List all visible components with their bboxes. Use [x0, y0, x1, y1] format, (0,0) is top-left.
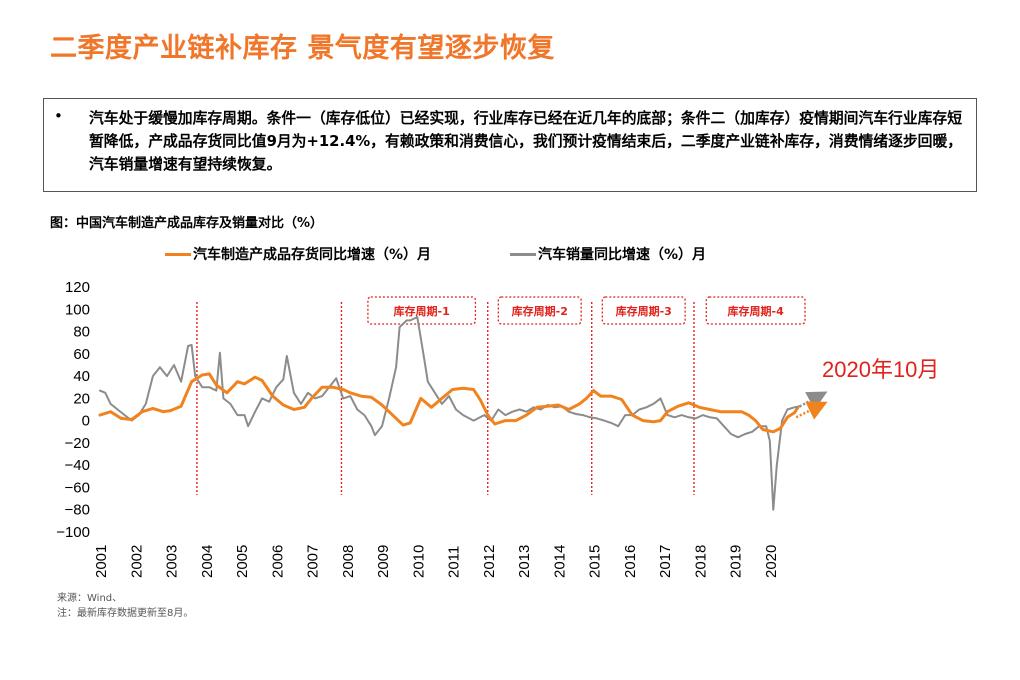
x-tick-label: 2014 [551, 545, 568, 578]
trend-arrow-inventory [795, 401, 828, 420]
line-chart: −100 −80 −60 −40 −20 0 20 40 60 80 100 120 2001 2002 2… [56, 279, 828, 578]
chart-caption: 图：中国汽车制造产成品库存及销量对比（%） [50, 216, 324, 231]
y-tick-label: 120 [65, 279, 90, 296]
legend-item-inventory: 汽车制造产成品存货同比增速（%）月 [165, 244, 431, 264]
footnote: 注：最新库存数据更新至8月。 [57, 608, 194, 619]
page-title: 二季度产业链补库存 景气度有望逐步恢复 [50, 33, 555, 64]
cycle-box [705, 296, 806, 325]
legend-item-sales: 汽车销量同比增速（%）月 [510, 244, 706, 264]
x-tick-label: 2011 [446, 546, 463, 578]
x-tick-label: 2015 [587, 545, 604, 578]
x-tick-label: 2017 [657, 545, 674, 578]
series-line-inventory [98, 372, 800, 434]
summary-box: • 汽车处于缓慢加库存周期。条件一（库存低位）已经实现，行业库存已经在近几年的底… [43, 98, 977, 192]
trend-arrow-sales [795, 391, 828, 410]
legend-swatch-sales [510, 252, 536, 256]
x-tick-label: 2003 [164, 545, 181, 578]
x-tick-label: 2013 [516, 545, 533, 578]
cycle-box [601, 296, 686, 325]
date-annotation: 2020年10月 [822, 357, 940, 382]
cycle-box-label: 库存周期-1 [394, 304, 450, 318]
summary-bullet: • [54, 107, 63, 125]
cycle-box [497, 296, 582, 325]
summary-text: 汽车处于缓慢加库存周期。条件一（库存低位）已经实现，行业库存已经在近几年的底部；… [89, 110, 963, 173]
legend-label-sales: 汽车销量同比增速（%）月 [538, 247, 707, 263]
notes: 来源：Wind、 注：最新库存数据更新至8月。 [57, 591, 193, 621]
x-tick-label: 2018 [692, 545, 709, 578]
x-tick-label: 2009 [375, 545, 392, 578]
y-tick-label: 20 [73, 390, 90, 407]
x-tick-label: 2006 [269, 545, 286, 578]
y-tick-label: 100 [65, 301, 90, 318]
x-tick-label: 2019 [728, 545, 745, 578]
y-tick-label: −100 [56, 524, 90, 541]
x-tick-label: 2012 [481, 545, 498, 578]
x-tick-label: 2001 [93, 545, 110, 578]
series-line-sales [99, 316, 801, 511]
x-tick-label: 2010 [410, 545, 427, 578]
source-note: 来源：Wind、 [57, 593, 123, 604]
y-tick-label: −60 [65, 479, 90, 496]
x-tick-label: 2020 [763, 545, 780, 578]
cycle-box-label: 库存周期-4 [728, 304, 785, 318]
y-tick-label: −40 [65, 457, 90, 474]
y-tick-label: −80 [65, 502, 90, 519]
y-tick-label: 60 [73, 346, 90, 363]
legend-swatch-inventory [165, 252, 191, 256]
y-tick-label: 80 [73, 324, 90, 341]
y-tick-label: −20 [65, 435, 90, 452]
cycle-box [367, 296, 477, 325]
x-tick-label: 2002 [128, 545, 145, 578]
cycle-box-label: 库存周期-3 [616, 304, 672, 318]
y-tick-label: 0 [82, 413, 90, 430]
x-tick-label: 2016 [622, 545, 639, 578]
x-tick-label: 2004 [199, 545, 216, 578]
x-tick-label: 2007 [305, 545, 322, 578]
legend-label-inventory: 汽车制造产成品存货同比增速（%）月 [193, 247, 432, 263]
y-tick-label: 40 [73, 368, 90, 385]
x-tick-label: 2005 [234, 545, 251, 578]
x-tick-label: 2008 [340, 545, 357, 578]
cycle-box-label: 库存周期-2 [512, 304, 568, 318]
